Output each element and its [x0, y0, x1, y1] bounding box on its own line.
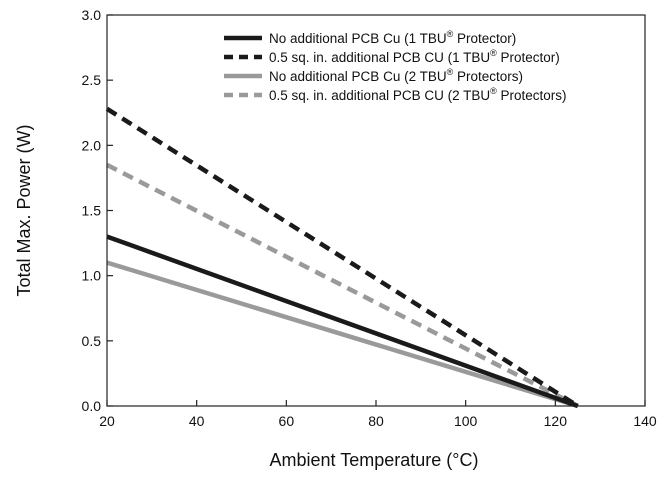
- x-tick-label: 120: [544, 413, 568, 429]
- y-tick-label: 0.5: [82, 333, 102, 349]
- y-tick-label: 1.5: [82, 203, 102, 219]
- legend-label-s1: No additional PCB Cu (1 TBU® Protector): [269, 29, 516, 46]
- series-layer: [105, 106, 580, 409]
- tick-layer: 20 40 60 80 100 120 140 0.0 0.5 1.0 1.5 2.0 2.5 3.0: [82, 7, 657, 429]
- legend-label-tail: Protectors): [453, 69, 523, 84]
- legend-label-registered-mark: ®: [490, 48, 497, 58]
- legend-label-s4: 0.5 sq. in. additional PCB CU (2 TBU® Pr…: [269, 86, 567, 103]
- legend-label-main: No additional PCB Cu (2 TBU: [269, 69, 447, 84]
- x-tick-label: 20: [99, 413, 115, 429]
- y-axis-title: Total Max. Power (W): [14, 124, 34, 296]
- legend-label-main: No additional PCB Cu (1 TBU: [269, 31, 447, 46]
- series-line-s3: [106, 260, 579, 409]
- x-tick-label: 100: [454, 413, 478, 429]
- y-tick-label: 2.5: [82, 72, 102, 88]
- x-tick-label: 40: [189, 413, 205, 429]
- y-tick-label: 1.0: [82, 268, 102, 284]
- legend-label-s3: No additional PCB Cu (2 TBU® Protectors): [269, 67, 523, 84]
- legend-label-tail: Protector): [453, 31, 516, 46]
- legend-label-registered-mark: ®: [447, 67, 454, 77]
- legend-label-tail: Protector): [497, 50, 560, 65]
- legend-label-registered-mark: ®: [490, 86, 497, 96]
- legend-label-main: 0.5 sq. in. additional PCB CU (2 TBU: [269, 88, 490, 103]
- series-line-s4: [105, 162, 579, 409]
- legend-label-registered-mark: ®: [447, 29, 454, 39]
- y-tick-label: 3.0: [82, 7, 102, 23]
- legend-label-main: 0.5 sq. in. additional PCB CU (1 TBU: [269, 50, 490, 65]
- legend-label-s2: 0.5 sq. in. additional PCB CU (1 TBU® Pr…: [269, 48, 560, 65]
- y-tick-label: 2.0: [82, 137, 102, 153]
- legend-label-tail: Protectors): [497, 88, 567, 103]
- x-tick-label: 80: [368, 413, 384, 429]
- series-line-s2: [105, 106, 580, 408]
- x-axis-title: Ambient Temperature (°C): [270, 450, 479, 470]
- x-tick-label: 140: [633, 413, 657, 429]
- legend: No additional PCB Cu (1 TBU® Protector)0…: [224, 29, 567, 103]
- x-tick-label: 60: [279, 413, 295, 429]
- series-line-s1: [106, 234, 579, 409]
- y-tick-label: 0.0: [82, 398, 102, 414]
